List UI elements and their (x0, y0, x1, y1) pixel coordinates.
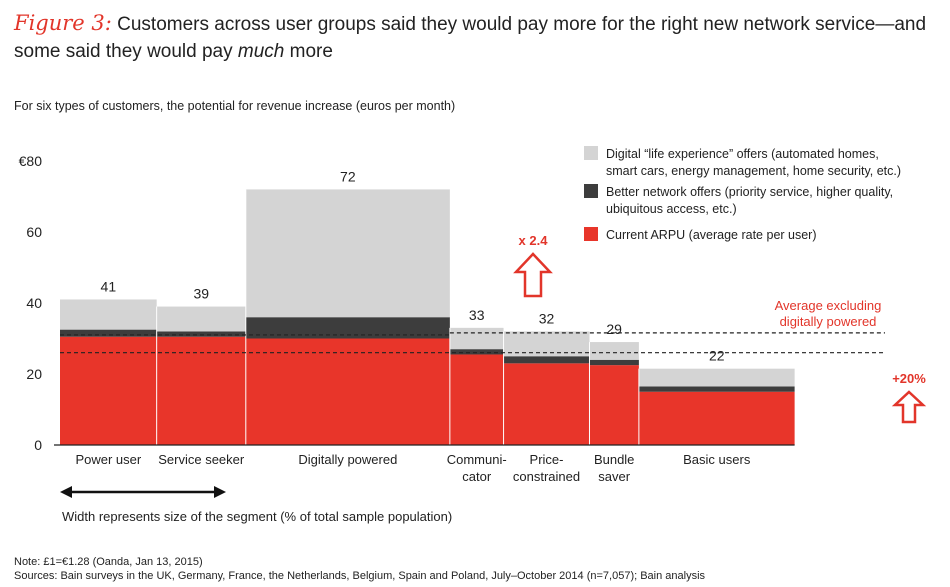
legend-label: Better network offers (priority service,… (606, 185, 893, 199)
legend-swatch (584, 146, 598, 160)
category-label: constrained (513, 469, 580, 484)
bar-arpu (449, 354, 504, 445)
average-excluding-label: digitally powered (780, 314, 877, 329)
figure-label: Figure 3: (14, 11, 112, 35)
total-label: 72 (340, 168, 356, 184)
total-label: 39 (193, 286, 209, 302)
total-label: 22 (709, 348, 725, 364)
average-excluding-label: Average excluding (775, 298, 882, 313)
multiplier-label: x 2.4 (519, 233, 549, 248)
category-label: Communi- (447, 452, 507, 467)
bar-arpu (245, 338, 450, 445)
footnote-sources: Sources: Bain surveys in the UK, Germany… (14, 570, 706, 582)
title-text: Customers across user groups said they w… (14, 14, 927, 62)
category-label: cator (462, 469, 492, 484)
bar-network (449, 349, 504, 355)
bar-digital (449, 327, 504, 350)
legend-swatch (584, 184, 598, 198)
width-arrow-right-icon (214, 486, 226, 498)
title-end: more (284, 41, 333, 62)
bar-arpu (60, 336, 157, 445)
bar-digital (245, 189, 450, 318)
increase-arrow-icon (891, 390, 927, 424)
bar-arpu (638, 391, 795, 445)
y-tick-label: €80 (19, 153, 43, 169)
y-tick-label: 20 (26, 366, 42, 382)
bar-network (503, 356, 590, 364)
category-label: Basic users (683, 452, 751, 467)
chart-title: Figure 3: Customers across user groups s… (14, 10, 939, 65)
total-label: 33 (469, 307, 485, 323)
category-label: Digitally powered (298, 452, 397, 467)
category-label: Price- (530, 452, 564, 467)
bar-digital (156, 306, 246, 332)
bar-arpu (156, 336, 246, 445)
bar-network (60, 329, 157, 337)
total-label: 32 (539, 310, 555, 326)
width-note: Width represents size of the segment (% … (62, 509, 452, 524)
legend-label: Current ARPU (average rate per user) (606, 228, 817, 242)
total-label: 41 (101, 278, 117, 294)
legend-swatch (584, 227, 598, 241)
legend-label: smart cars, energy management, home secu… (606, 164, 901, 178)
legend-label: Digital “life experience” offers (automa… (606, 147, 879, 161)
width-arrow-left-icon (60, 486, 72, 498)
multiplier-arrow-icon (513, 252, 553, 298)
footnote: Note: £1=€1.28 (Oanda, Jan 13, 2015) Sou… (14, 555, 705, 583)
bar-network (638, 386, 795, 392)
bar-network (245, 317, 450, 339)
category-label: saver (598, 469, 630, 484)
bar-digital (638, 368, 795, 387)
category-label: Service seeker (158, 452, 245, 467)
total-label: 29 (606, 321, 622, 337)
y-tick-label: 60 (26, 224, 42, 240)
category-label: Bundle (594, 452, 634, 467)
footnote-note: Note: £1=€1.28 (Oanda, Jan 13, 2015) (14, 556, 203, 568)
bar-digital (589, 342, 639, 360)
increase-label: +20% (892, 371, 926, 386)
y-tick-label: 0 (34, 437, 42, 453)
y-tick-label: 40 (26, 295, 42, 311)
legend-label: ubiquitous access, etc.) (606, 202, 737, 216)
chart-subtitle: For six types of customers, the potentia… (14, 99, 456, 113)
bar-network (156, 331, 246, 337)
bar-network (589, 359, 639, 366)
title-emphasis: much (237, 41, 285, 62)
bar-arpu (503, 363, 590, 445)
category-label: Power user (75, 452, 141, 467)
bar-arpu (589, 365, 639, 445)
bar-digital (60, 299, 157, 330)
